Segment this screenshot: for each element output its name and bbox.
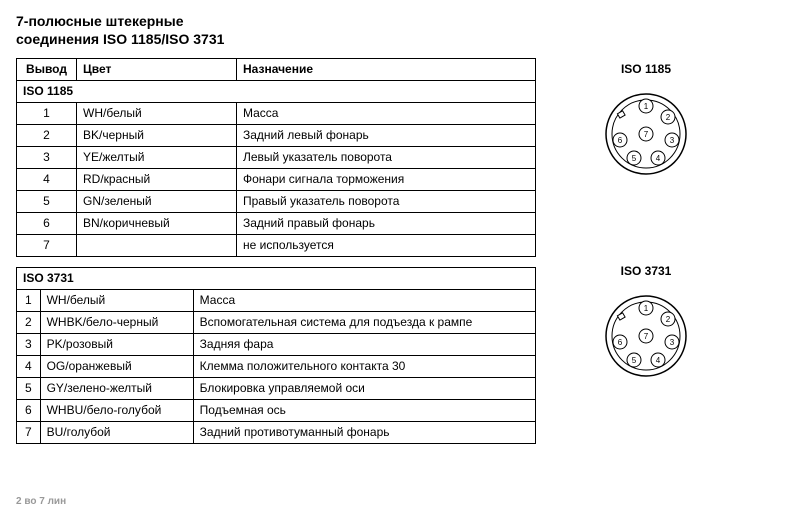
cell-pin: 1: [17, 103, 77, 125]
svg-text:6: 6: [618, 136, 623, 145]
table-row: 5GY/зелено-желтыйБлокировка управляемой …: [17, 378, 536, 400]
header-pin: Вывод: [17, 59, 77, 81]
cell-color: [77, 235, 237, 257]
cell-pin: 7: [17, 422, 41, 444]
cell-pin: 6: [17, 213, 77, 235]
cell-color: GY/зелено-желтый: [40, 378, 193, 400]
cell-function: не используется: [237, 235, 536, 257]
svg-text:7: 7: [644, 332, 649, 341]
cell-color: BK/черный: [77, 125, 237, 147]
cell-pin: 3: [17, 334, 41, 356]
cell-color: YE/желтый: [77, 147, 237, 169]
table-row: 3YE/желтыйЛевый указатель поворота: [17, 147, 536, 169]
svg-text:6: 6: [618, 338, 623, 347]
table-row: 3PK/розовыйЗадняя фара: [17, 334, 536, 356]
cell-pin: 5: [17, 378, 41, 400]
cell-color: PK/розовый: [40, 334, 193, 356]
cell-pin: 1: [17, 290, 41, 312]
cell-color: WH/белый: [77, 103, 237, 125]
diagram-label-3731: ISO 3731: [561, 264, 731, 278]
svg-text:2: 2: [666, 315, 671, 324]
connector-icon: 1234567: [596, 84, 696, 184]
section-row: ISO 3731: [17, 268, 536, 290]
cell-function: Задняя фара: [193, 334, 535, 356]
table-iso3731: ISO 37311WH/белыйМасса2WHBK/бело-черныйВ…: [16, 267, 536, 444]
table-row: 7 не используется: [17, 235, 536, 257]
svg-text:4: 4: [656, 356, 661, 365]
cell-color: WH/белый: [40, 290, 193, 312]
cell-color: OG/оранжевый: [40, 356, 193, 378]
svg-text:7: 7: [644, 130, 649, 139]
section-label: ISO 1185: [17, 81, 536, 103]
table-row: 1WH/белыйМасса: [17, 290, 536, 312]
table-row: 5GN/зеленыйПравый указатель поворота: [17, 191, 536, 213]
document-title: 7-полюсные штекерные соединения ISO 1185…: [16, 12, 784, 48]
cell-function: Задний левый фонарь: [237, 125, 536, 147]
cell-pin: 2: [17, 312, 41, 334]
diagram-iso1185: ISO 1185 1234567: [561, 62, 731, 184]
svg-text:1: 1: [644, 304, 649, 313]
cell-pin: 6: [17, 400, 41, 422]
cell-color: WHBU/бело-голубой: [40, 400, 193, 422]
svg-text:5: 5: [632, 154, 637, 163]
svg-text:5: 5: [632, 356, 637, 365]
footer-text: 2 во 7 лин: [16, 496, 66, 507]
section-row: ISO 1185: [17, 81, 536, 103]
cell-pin: 3: [17, 147, 77, 169]
connector-icon: 1234567: [596, 286, 696, 386]
cell-color: BU/голубой: [40, 422, 193, 444]
header-color: Цвет: [77, 59, 237, 81]
svg-text:1: 1: [644, 102, 649, 111]
diagrams-column: ISO 1185 1234567 ISO 3731 1234567: [561, 58, 731, 454]
cell-function: Задний правый фонарь: [237, 213, 536, 235]
table-row: 4RD/красныйФонари сигнала торможения: [17, 169, 536, 191]
cell-color: GN/зеленый: [77, 191, 237, 213]
table-header-row: Вывод Цвет Назначение: [17, 59, 536, 81]
cell-function: Клемма положительного контакта 30: [193, 356, 535, 378]
svg-text:3: 3: [670, 136, 675, 145]
table-row: 6BN/коричневыйЗадний правый фонарь: [17, 213, 536, 235]
table-row: 1WH/белыйМасса: [17, 103, 536, 125]
cell-pin: 7: [17, 235, 77, 257]
cell-function: Масса: [193, 290, 535, 312]
cell-pin: 4: [17, 356, 41, 378]
table-row: 2WHBK/бело-черныйВспомогательная система…: [17, 312, 536, 334]
cell-function: Задний противотуманный фонарь: [193, 422, 535, 444]
cell-function: Левый указатель поворота: [237, 147, 536, 169]
diagram-iso3731: ISO 3731 1234567: [561, 264, 731, 386]
cell-function: Подъемная ось: [193, 400, 535, 422]
cell-function: Блокировка управляемой оси: [193, 378, 535, 400]
cell-pin: 4: [17, 169, 77, 191]
section-label: ISO 3731: [17, 268, 536, 290]
svg-text:2: 2: [666, 113, 671, 122]
cell-function: Фонари сигнала торможения: [237, 169, 536, 191]
table-iso1185: Вывод Цвет Назначение ISO 11851WH/белыйМ…: [16, 58, 536, 257]
cell-color: BN/коричневый: [77, 213, 237, 235]
cell-color: RD/красный: [77, 169, 237, 191]
cell-function: Правый указатель поворота: [237, 191, 536, 213]
title-line-2: соединения ISO 1185/ISO 3731: [16, 31, 224, 47]
cell-color: WHBK/бело-черный: [40, 312, 193, 334]
cell-pin: 5: [17, 191, 77, 213]
main-content: Вывод Цвет Назначение ISO 11851WH/белыйМ…: [16, 58, 784, 454]
header-function: Назначение: [237, 59, 536, 81]
cell-pin: 2: [17, 125, 77, 147]
svg-text:4: 4: [656, 154, 661, 163]
svg-text:3: 3: [670, 338, 675, 347]
table-row: 6WHBU/бело-голубойПодъемная ось: [17, 400, 536, 422]
cell-function: Вспомогательная система для подъезда к р…: [193, 312, 535, 334]
tables-column: Вывод Цвет Назначение ISO 11851WH/белыйМ…: [16, 58, 536, 454]
table-row: 2BK/черныйЗадний левый фонарь: [17, 125, 536, 147]
diagram-label-1185: ISO 1185: [561, 62, 731, 76]
title-line-1: 7-полюсные штекерные: [16, 13, 184, 29]
cell-function: Масса: [237, 103, 536, 125]
table-row: 7BU/голубойЗадний противотуманный фонарь: [17, 422, 536, 444]
table-row: 4OG/оранжевыйКлемма положительного конта…: [17, 356, 536, 378]
